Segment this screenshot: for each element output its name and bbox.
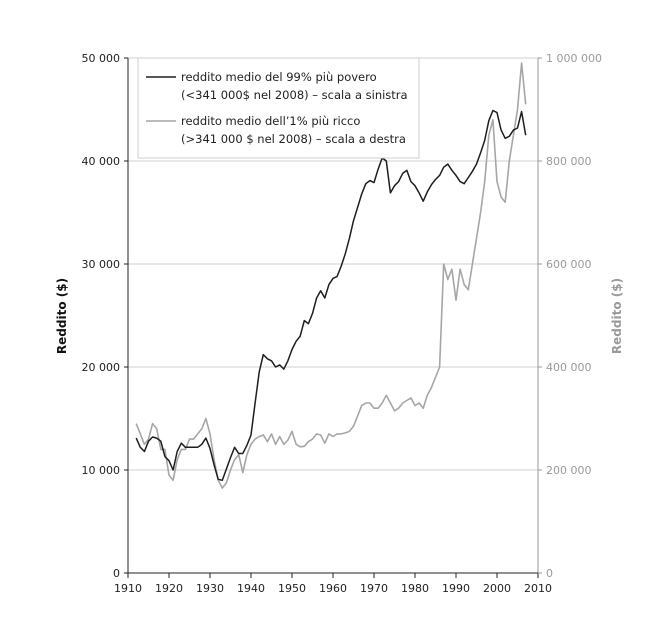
x-tick-label: 1950	[278, 582, 306, 595]
series-lines	[135, 62, 527, 489]
x-tick-label: 1990	[442, 582, 470, 595]
x-tick-label: 1930	[196, 582, 224, 595]
y-axis-left-ticks: 0 10 000 20 000 30 000 40 000 50 000	[82, 52, 128, 580]
y-left-tick-label: 10 000	[82, 464, 121, 477]
y-left-tick-label: 0	[113, 567, 120, 580]
series-line-top1	[135, 62, 527, 489]
x-tick-label: 1980	[401, 582, 429, 595]
x-tick-label: 2000	[483, 582, 511, 595]
y-axis-right-ticks: 0 200 000 400 000 600 000 800 000 1 000 000	[538, 52, 602, 580]
y-left-tick-label: 20 000	[82, 361, 121, 374]
y-right-tick-label: 600 000	[546, 258, 592, 271]
x-tick-label: 1970	[360, 582, 388, 595]
legend-box	[137, 57, 420, 159]
x-tick-label: 1910	[114, 582, 142, 595]
y-left-tick-label: 50 000	[82, 52, 121, 65]
x-axis-ticks: 1910 1920 1930 1940 1950 1960 1970 1980 1990 2000…	[114, 573, 552, 595]
x-tick-label: 2010	[524, 582, 552, 595]
y-right-tick-label: 200 000	[546, 464, 592, 477]
legend: reddito medio del 99% più povero (<341 0…	[137, 57, 420, 159]
y-right-tick-label: 400 000	[546, 361, 592, 374]
y-left-tick-label: 30 000	[82, 258, 121, 271]
x-tick-label: 1920	[155, 582, 183, 595]
y-right-tick-label: 0	[546, 567, 553, 580]
legend-label-top1-line2: (>341 000 $ nel 2008) – scala a destra	[181, 132, 406, 146]
legend-label-top1-line1: reddito medio dell’1% più ricco	[181, 114, 360, 128]
x-tick-label: 1960	[319, 582, 347, 595]
legend-label-bottom99-line2: (<341 000$ nel 2008) – scala a sinistra	[181, 88, 408, 102]
y-left-tick-label: 40 000	[82, 155, 121, 168]
y-axis-left-label: Reddito ($)	[55, 278, 69, 354]
y-right-tick-label: 1 000 000	[546, 52, 602, 65]
legend-label-bottom99-line1: reddito medio del 99% più povero	[181, 70, 377, 84]
series-line-bottom99	[135, 109, 527, 482]
x-tick-label: 1940	[237, 582, 265, 595]
y-axis-right-label: Reddito ($)	[610, 278, 624, 354]
y-right-tick-label: 800 000	[546, 155, 592, 168]
